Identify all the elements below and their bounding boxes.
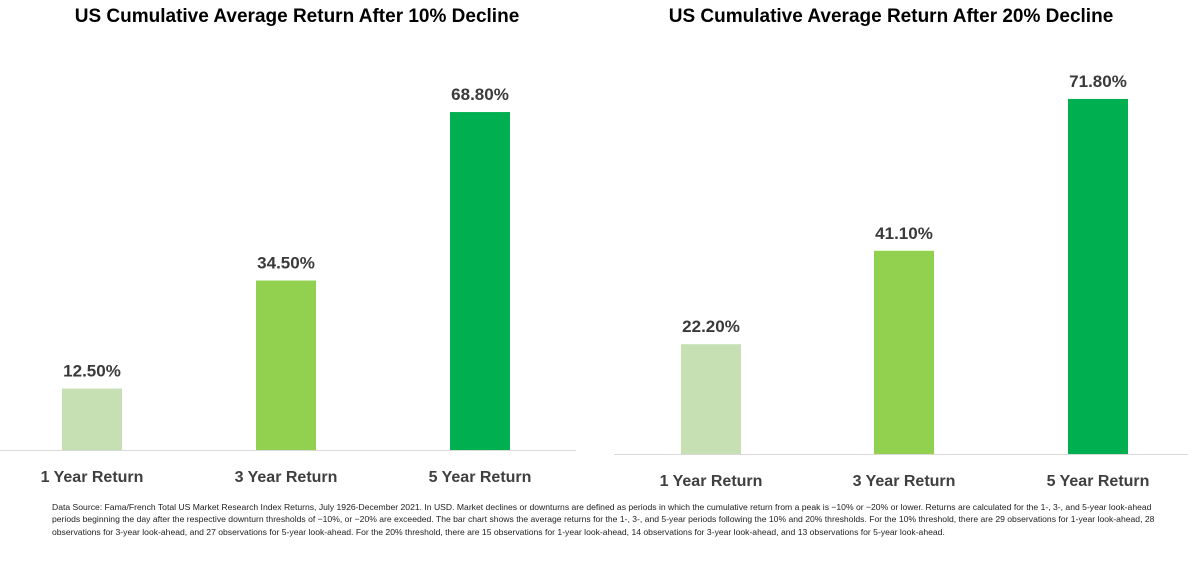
bar-3	[450, 112, 510, 451]
bar-chart-svg: 12.50% 1 Year Return 34.50% 3 Year Return 68…	[0, 85, 576, 486]
chart-20-percent-decline: US Cumulative Average Return After 20% D…	[594, 0, 1188, 490]
chart-10-percent-decline: US Cumulative Average Return After 10% D…	[0, 0, 594, 490]
bar-2	[874, 250, 934, 454]
bar-1	[62, 388, 122, 450]
category-label: 1 Year Return	[41, 469, 144, 486]
chart-title: US Cumulative Average Return After 10% D…	[74, 6, 520, 27]
bar-2	[256, 280, 316, 450]
chart-title: US Cumulative Average Return After 20% D…	[668, 6, 1114, 27]
category-label: 3 Year Return	[235, 469, 338, 486]
category-label: 5 Year Return	[1047, 473, 1150, 490]
bar-1	[681, 344, 741, 454]
bar-value-label: 22.20%	[682, 317, 740, 336]
category-label: 5 Year Return	[429, 469, 532, 486]
bar-value-label: 71.80%	[1069, 72, 1127, 91]
bar-value-label: 12.50%	[63, 362, 121, 381]
bar-value-label: 34.50%	[257, 254, 315, 273]
bar-value-label: 41.10%	[875, 224, 933, 243]
bar-value-label: 68.80%	[451, 85, 509, 104]
category-label: 1 Year Return	[660, 473, 763, 490]
data-source-footnote: Data Source: Fama/French Total US Market…	[52, 502, 1155, 537]
bar-3	[1068, 98, 1128, 454]
bar-chart-svg: 22.20% 1 Year Return 41.10% 3 Year Return 71…	[614, 72, 1188, 490]
category-label: 3 Year Return	[853, 473, 956, 490]
